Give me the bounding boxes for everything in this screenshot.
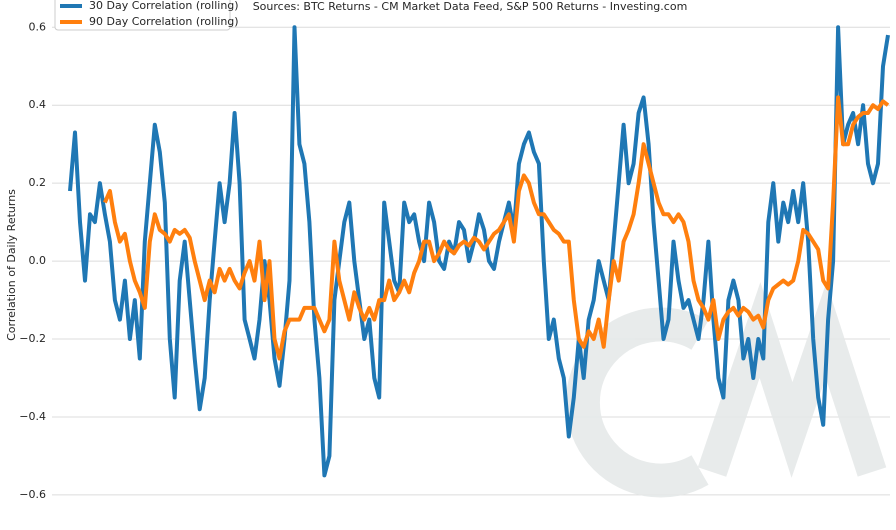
y-tick-label: −0.4 (19, 410, 46, 423)
watermark-c (565, 307, 709, 498)
lines (68, 25, 890, 478)
y-tick-label: 0.6 (29, 20, 47, 33)
y-tick-label: −0.2 (19, 332, 46, 345)
legend-label: 30 Day Correlation (rolling) (89, 0, 239, 12)
legend-label: 90 Day Correlation (rolling) (89, 15, 239, 28)
y-tick-label: 0.0 (29, 254, 47, 267)
series-line (103, 95, 890, 361)
y-tick-label: 0.4 (29, 98, 47, 111)
series-line (68, 25, 890, 478)
y-tick-label: −0.6 (19, 488, 46, 501)
watermark (565, 282, 887, 498)
y-axis-label: Correlation of Daily Returns (5, 189, 18, 341)
legend: 30 Day Correlation (rolling) 90 Day Corre… (54, 0, 239, 31)
watermark-m (697, 282, 887, 478)
subtitle: Sources: BTC Returns - CM Market Data Fe… (253, 0, 688, 13)
legend-box (54, 0, 231, 31)
y-tick-label: 0.2 (29, 176, 47, 189)
